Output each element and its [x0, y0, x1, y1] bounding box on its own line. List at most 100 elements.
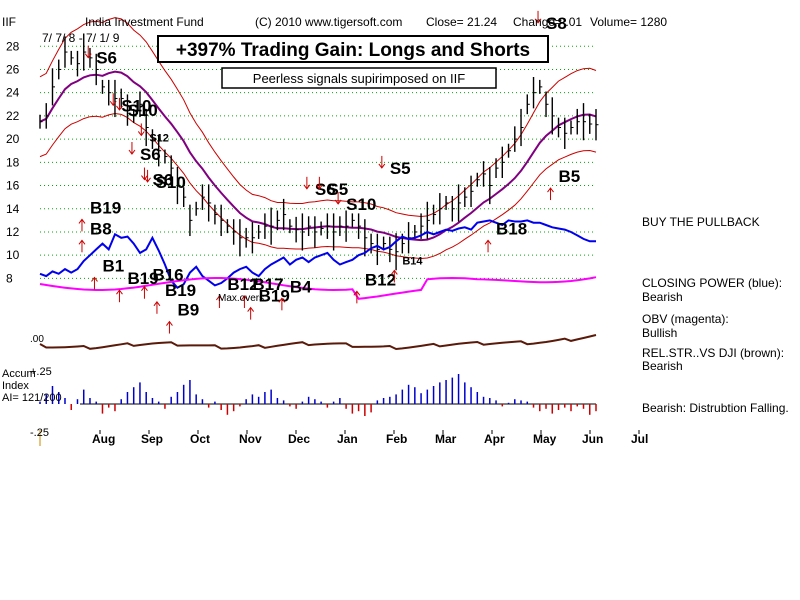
- signal-arrow-head: [303, 184, 311, 190]
- signal-arrow-head: [78, 239, 86, 245]
- signal-label: S12: [149, 132, 169, 144]
- upper-band: [39, 17, 597, 218]
- accum-bottom: -.25: [30, 427, 49, 439]
- y-tick-label: 16: [6, 179, 20, 193]
- subtitle: Peerless signals supirimposed on IIF: [253, 71, 465, 86]
- signal-label: B1: [102, 256, 124, 275]
- signal-label: S6: [315, 180, 336, 199]
- signal-label: B16: [152, 266, 183, 285]
- month-label: Jul: [631, 432, 648, 446]
- signal-label: B12: [365, 270, 396, 289]
- close-value: Close= 21.24: [426, 15, 497, 29]
- bollinger-bands: [39, 17, 597, 260]
- signal-arrow-head: [78, 218, 86, 224]
- obv-line-path: [39, 276, 597, 300]
- banner-box: [157, 35, 549, 63]
- signal-label: B9: [177, 301, 199, 320]
- signal-arrow-head: [241, 295, 248, 301]
- signal-label: S8: [546, 14, 567, 33]
- signal-label: S5: [327, 180, 348, 199]
- closing-power-value: Bearish: [642, 290, 683, 304]
- ma-line: [39, 70, 597, 242]
- signal-label: S6: [96, 49, 117, 68]
- signal-arrow-head: [128, 149, 136, 155]
- banner-title: +397% Trading Gain: Longs and Shorts: [176, 40, 530, 61]
- month-label: May: [533, 432, 557, 446]
- signal-arrow-head: [137, 131, 145, 137]
- accum-ai: AI= 121/200: [2, 392, 62, 404]
- month-label: Mar: [435, 432, 457, 446]
- obv-value: Bullish: [642, 326, 677, 340]
- y-tick-label: 24: [6, 86, 20, 100]
- signal-arrow-head: [116, 105, 123, 111]
- relative-strength-line: [39, 334, 597, 351]
- signal-label: S10: [346, 195, 376, 214]
- y-axis-ticks: 28 26 24 22 20 18 16 14 12 10 8: [6, 39, 20, 285]
- month-label: Jun: [582, 432, 603, 446]
- signal-arrow-head: [166, 320, 173, 326]
- closing-power-label: CLOSING POWER (blue):: [642, 276, 782, 290]
- price-bars: [39, 33, 599, 271]
- month-label: Nov: [239, 432, 262, 446]
- signal-arrow-head: [484, 239, 492, 245]
- signal-arrow-head: [144, 177, 151, 183]
- signal-label: S10: [121, 96, 151, 115]
- signal-label: S6: [140, 145, 161, 164]
- signal-label: S6: [152, 171, 173, 190]
- accum-title-1: Accum: [2, 368, 36, 380]
- ticker-label: IIF: [2, 15, 16, 29]
- buy-pullback-note: BUY THE PULLBACK: [642, 215, 760, 229]
- signal-arrow-head: [141, 175, 148, 181]
- signal-arrow-head: [216, 295, 223, 301]
- rel-strength-path: [39, 334, 597, 351]
- y-tick-label: 22: [6, 109, 20, 123]
- signal-arrow-head: [91, 276, 98, 282]
- signal-arrow-head: [378, 163, 386, 169]
- signal-label: B8: [90, 219, 112, 238]
- fund-name: India Investment Fund: [85, 15, 204, 29]
- month-label: Aug: [92, 432, 115, 446]
- signal-arrow-head: [534, 18, 542, 24]
- signal-arrow-head: [109, 100, 117, 107]
- lower-band: [39, 112, 597, 260]
- month-label: Jan: [337, 432, 358, 446]
- signal-arrow-head: [547, 187, 554, 193]
- signal-arrow-head: [84, 53, 92, 59]
- closing-power-line-path: [39, 219, 596, 289]
- relstr-label: REL.STR..VS DJI (brown):: [642, 346, 784, 360]
- subtitle-box: [221, 67, 497, 89]
- obv-line: [39, 276, 597, 300]
- accum-title-2: Index: [2, 380, 29, 392]
- signal-label: B18: [496, 219, 527, 238]
- signal-arrow-head: [334, 199, 342, 205]
- y-tick-label: 10: [6, 248, 20, 262]
- signal-label: B4: [290, 277, 312, 296]
- signal-label: B17: [252, 275, 283, 294]
- month-label: Feb: [386, 432, 407, 446]
- signal-label: B19: [90, 198, 121, 217]
- signal-arrow-head: [141, 285, 148, 292]
- y-tick-label: 26: [6, 62, 20, 76]
- signal-arrow-head: [278, 297, 286, 303]
- signal-arrow-head: [315, 184, 323, 190]
- rel-zero: .00: [30, 334, 44, 345]
- accum-top: +.25: [30, 366, 52, 378]
- y-tick-label: 12: [6, 225, 20, 239]
- y-tick-label: 18: [6, 155, 20, 169]
- accum-note: Bearish: Distrubtion Falling.: [642, 401, 789, 415]
- signal-arrow-head: [153, 300, 161, 307]
- signal-arrow-head: [353, 290, 361, 296]
- signal-label: S10: [127, 101, 157, 120]
- volume-value: Volume= 1280: [590, 15, 667, 29]
- y-tick-label: 8: [6, 271, 13, 285]
- relstr-value: Bearish: [642, 359, 683, 373]
- signal-label: B19: [165, 281, 196, 300]
- closing-power-line: [39, 219, 596, 289]
- signal-label: B5: [559, 167, 581, 186]
- y-tick-label: 14: [6, 202, 20, 216]
- month-label: Apr: [484, 432, 505, 446]
- signal-label: S10: [156, 173, 186, 192]
- signal-arrow-head: [390, 269, 398, 275]
